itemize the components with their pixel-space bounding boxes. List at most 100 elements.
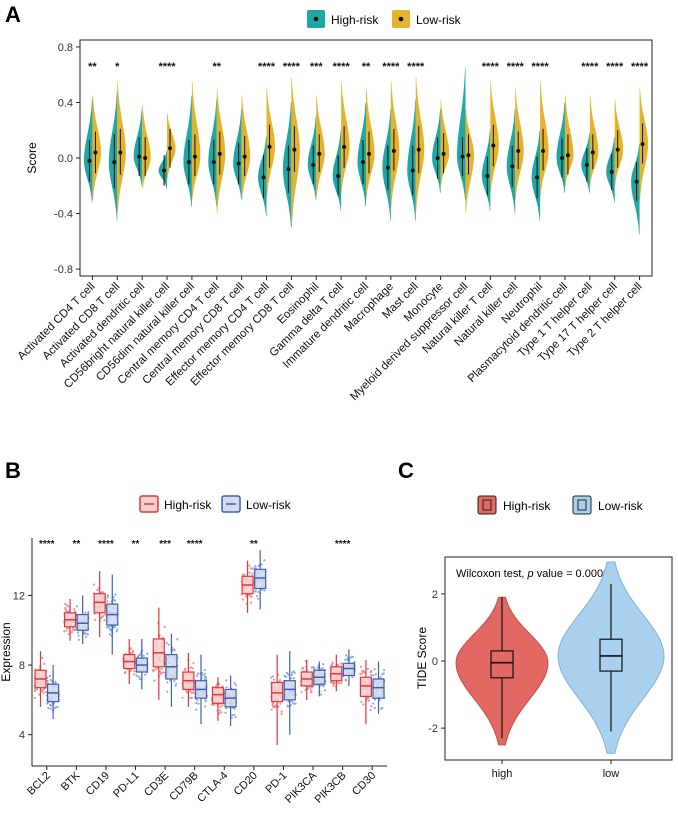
jitter-point xyxy=(106,600,109,603)
y-axis-label-c: TIDE Score xyxy=(415,627,429,689)
jitter-point xyxy=(370,705,373,708)
jitter-point xyxy=(310,691,313,694)
jitter-point xyxy=(144,673,147,676)
jitter-point xyxy=(133,670,136,673)
y-tick-label-b: 12 xyxy=(13,590,25,602)
wilcoxon-annotation: Wilcoxon test, p value = 0.00093 xyxy=(456,568,615,580)
jitter-point xyxy=(381,706,384,709)
jitter-point xyxy=(312,684,315,687)
significance-a-0: ** xyxy=(88,61,97,73)
violin-high-10 xyxy=(332,130,342,211)
median-high-2 xyxy=(137,154,142,159)
jitter-point xyxy=(294,702,297,705)
median-low-20 xyxy=(590,150,595,155)
y-tick-label-a: 0.4 xyxy=(58,97,73,109)
jitter-point xyxy=(351,655,354,659)
jitter-point xyxy=(142,654,145,657)
jitter-point xyxy=(75,605,79,608)
jitter-point xyxy=(74,628,77,632)
median-low-12 xyxy=(391,149,396,154)
annotation-p: p xyxy=(527,568,534,580)
jitter-point xyxy=(176,638,179,641)
jitter-point xyxy=(257,597,260,600)
jitter-point xyxy=(373,706,376,710)
jitter-point xyxy=(330,681,333,684)
median-high-20 xyxy=(584,162,589,167)
jitter-point xyxy=(160,667,163,671)
median-low-21 xyxy=(615,147,620,152)
jitter-point xyxy=(270,708,273,711)
legend-b-low-label: Low-risk xyxy=(246,498,292,512)
violin-high-19 xyxy=(556,102,565,193)
median-low-11 xyxy=(367,151,371,156)
jitter-point xyxy=(277,705,280,708)
violin-low-21 xyxy=(614,99,624,186)
significance-a-7: **** xyxy=(258,61,276,73)
median-low-18 xyxy=(541,149,546,154)
x-tick-label-b: CD19 xyxy=(84,770,112,798)
jitter-point xyxy=(77,634,80,637)
violin-low-15 xyxy=(465,109,474,214)
jitter-point xyxy=(333,682,336,685)
jitter-point xyxy=(197,702,200,705)
box-high xyxy=(490,650,514,679)
y-tick-label-c: 0 xyxy=(432,656,438,668)
box-high-11 xyxy=(359,676,373,697)
jitter-point xyxy=(195,701,198,705)
jitter-point xyxy=(166,681,169,684)
significance-a-18: **** xyxy=(532,61,550,73)
jitter-point xyxy=(291,701,294,704)
jitter-point xyxy=(38,693,41,696)
box-high-2 xyxy=(93,593,106,614)
jitter-point xyxy=(251,572,254,575)
y-tick-label-a: -0.4 xyxy=(54,209,73,221)
jitter-point xyxy=(225,707,228,710)
median-low-2 xyxy=(143,156,148,160)
significance-b-10: **** xyxy=(335,539,351,550)
jitter-point xyxy=(183,667,187,670)
significance-a-16: **** xyxy=(482,61,500,73)
significance-b-1: ** xyxy=(72,539,80,550)
jitter-point xyxy=(153,679,156,682)
jitter-point xyxy=(77,638,80,641)
jitter-point xyxy=(64,602,67,606)
jitter-point xyxy=(43,662,46,666)
jitter-point xyxy=(272,701,275,705)
violin-high-13 xyxy=(407,99,416,221)
significance-a-3: **** xyxy=(158,61,176,73)
jitter-point xyxy=(65,629,68,632)
jitter-point xyxy=(46,676,49,679)
significance-a-10: **** xyxy=(333,61,351,73)
violin-low-13 xyxy=(415,77,425,211)
violin-high-17 xyxy=(506,109,516,214)
x-tick-label-b: BTK xyxy=(59,769,83,793)
median-low-16 xyxy=(491,143,496,148)
violin-high-12 xyxy=(382,109,391,221)
jitter-point xyxy=(279,702,282,705)
legend-c-low-swatch xyxy=(572,495,592,515)
jitter-point xyxy=(204,677,207,681)
legend-c-high-swatch xyxy=(477,495,497,515)
jitter-point xyxy=(225,679,228,682)
jitter-point xyxy=(92,583,96,586)
median-high-19 xyxy=(559,156,564,160)
jitter-point xyxy=(234,716,237,719)
jitter-point xyxy=(116,628,119,631)
jitter-point xyxy=(323,689,327,692)
violin-low-9 xyxy=(316,95,325,197)
y-axis-label-a: Score xyxy=(25,142,39,174)
panel-label-a: A xyxy=(5,2,21,27)
violin-high-18 xyxy=(531,130,541,221)
jitter-point xyxy=(370,669,373,673)
jitter-point xyxy=(189,696,192,700)
jitter-point xyxy=(87,611,90,614)
jitter-point xyxy=(224,711,227,715)
jitter-point xyxy=(304,688,307,692)
jitter-point xyxy=(133,673,136,676)
box-low-8 xyxy=(283,680,296,701)
box-low-11 xyxy=(372,678,385,699)
jitter-point xyxy=(218,712,221,715)
legend-a-high-label: High-risk xyxy=(331,13,379,27)
jitter-point xyxy=(203,675,207,678)
jitter-point xyxy=(197,672,200,675)
